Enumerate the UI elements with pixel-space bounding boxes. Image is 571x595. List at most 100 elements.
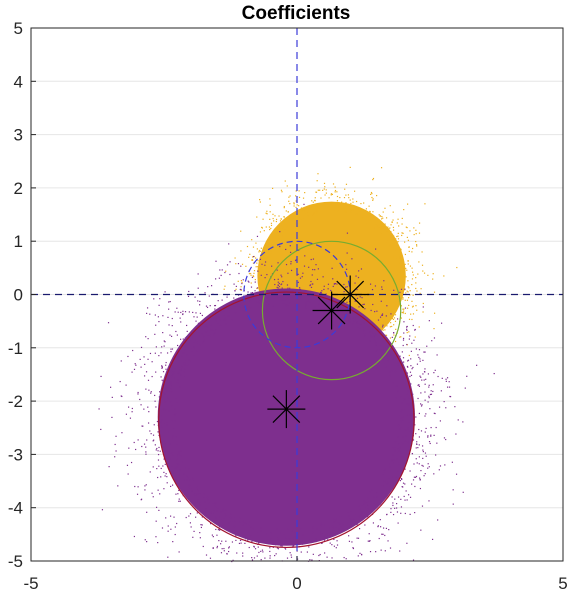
scatter-point <box>281 287 283 289</box>
scatter-point <box>389 244 391 246</box>
scatter-point <box>163 458 165 460</box>
scatter-point <box>413 476 416 478</box>
scatter-point <box>206 330 209 332</box>
scatter-point <box>418 222 421 224</box>
scatter-point <box>323 288 325 291</box>
scatter-point <box>356 524 358 526</box>
scatter-point <box>420 430 423 432</box>
scatter-point <box>240 289 242 291</box>
scatter-point <box>383 347 385 349</box>
scatter-point <box>333 310 335 312</box>
scatter-point <box>322 533 324 535</box>
scatter-point <box>214 506 217 509</box>
scatter-point <box>336 540 338 542</box>
scatter-point <box>437 375 439 378</box>
scatter-point <box>414 336 416 338</box>
scatter-point <box>393 332 395 334</box>
scatter-point <box>145 453 147 455</box>
scatter-point <box>406 326 408 328</box>
scatter-point <box>170 528 172 530</box>
scatter-point <box>391 370 393 372</box>
scatter-point <box>270 240 273 242</box>
scatter-point <box>289 302 291 304</box>
scatter-point <box>281 299 283 301</box>
scatter-point <box>216 510 218 512</box>
scatter-point <box>369 500 372 502</box>
scatter-point <box>412 274 414 276</box>
scatter-point <box>401 377 403 379</box>
scatter-point <box>252 275 254 277</box>
scatter-point <box>402 272 405 274</box>
scatter-point <box>292 545 294 547</box>
scatter-point <box>192 536 194 538</box>
scatter-point <box>399 262 401 264</box>
scatter-point <box>406 343 408 346</box>
scatter-point <box>417 354 419 356</box>
scatter-point <box>403 332 405 334</box>
scatter-point <box>251 541 253 543</box>
scatter-point <box>184 479 186 481</box>
scatter-point <box>186 479 188 481</box>
scatter-point <box>270 227 272 230</box>
scatter-point <box>244 542 246 544</box>
scatter-point <box>412 393 414 395</box>
scatter-point <box>249 526 251 528</box>
scatter-point <box>360 268 363 270</box>
scatter-point <box>407 307 409 309</box>
scatter-point <box>146 307 149 309</box>
scatter-point <box>346 312 348 315</box>
scatter-point <box>234 312 237 314</box>
scatter-point <box>320 204 322 207</box>
scatter-point <box>327 283 330 285</box>
scatter-point <box>257 303 259 305</box>
scatter-point <box>311 204 313 206</box>
scatter-point <box>235 263 237 265</box>
scatter-point <box>277 229 279 231</box>
scatter-point <box>343 283 345 286</box>
scatter-point <box>395 385 398 387</box>
scatter-point <box>262 218 264 220</box>
scatter-point <box>415 229 417 231</box>
y-tick-label: 2 <box>14 179 23 198</box>
y-tick-label: 1 <box>14 232 23 251</box>
scatter-point <box>415 282 417 284</box>
asterisk-markers <box>267 275 370 429</box>
scatter-point <box>183 364 186 366</box>
scatter-point <box>268 303 270 305</box>
scatter-point <box>278 215 280 217</box>
scatter-point <box>379 344 381 346</box>
scatter-point <box>435 454 437 456</box>
scatter-point <box>166 421 168 423</box>
scatter-point <box>379 228 381 230</box>
scatter-point <box>392 447 395 449</box>
scatter-point <box>346 252 348 254</box>
scatter-point <box>214 503 216 505</box>
scatter-point <box>356 321 358 323</box>
scatter-point <box>180 450 182 452</box>
scatter-point <box>164 400 166 403</box>
scatter-point <box>251 557 253 559</box>
scatter-point <box>266 258 268 260</box>
scatter-point <box>249 253 251 255</box>
scatter-point <box>304 255 306 257</box>
scatter-point <box>224 509 227 511</box>
scatter-point <box>267 239 269 241</box>
scatter-point <box>160 376 162 378</box>
scatter-point <box>411 278 414 280</box>
scatter-point <box>212 536 214 538</box>
scatter-point <box>170 388 172 390</box>
scatter-point <box>402 271 404 274</box>
scatter-point <box>363 333 366 335</box>
scatter-point <box>420 376 422 378</box>
scatter-point <box>383 227 386 230</box>
scatter-point <box>383 479 386 482</box>
scatter-point <box>240 230 242 232</box>
scatter-point <box>220 511 223 513</box>
scatter-point <box>154 400 156 402</box>
scatter-point <box>143 443 146 445</box>
scatter-point <box>314 269 316 271</box>
scatter-point <box>331 211 333 213</box>
scatter-point <box>319 524 321 526</box>
scatter-point <box>379 321 381 324</box>
scatter-point <box>397 390 399 392</box>
